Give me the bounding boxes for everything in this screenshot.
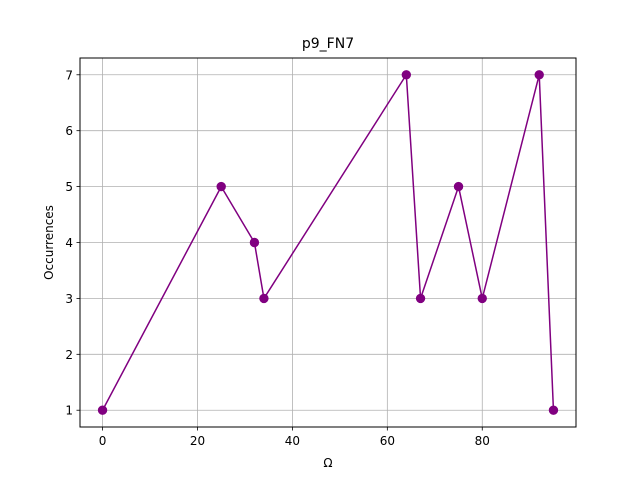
- data-point: [548, 405, 559, 415]
- y-tick-label: 2: [65, 348, 73, 362]
- series-line: [101, 74, 555, 411]
- data-point: [401, 70, 412, 80]
- y-tick-label: 6: [65, 124, 73, 138]
- x-axis-label: Ω: [323, 456, 332, 470]
- y-tick-label: 3: [65, 292, 73, 306]
- chart-title: p9_FN7: [302, 36, 354, 52]
- x-tick-label: 40: [285, 434, 300, 448]
- data-series: [97, 70, 559, 415]
- axis-ticks: 0 20 40 60 80 1 2 3 4 5 6 7: [65, 68, 490, 448]
- x-tick-label: 0: [99, 434, 107, 448]
- x-tick-label: 20: [190, 434, 205, 448]
- y-tick-label: 4: [65, 236, 73, 250]
- data-point: [259, 293, 269, 304]
- data-point: [453, 181, 464, 192]
- data-point: [415, 293, 426, 304]
- data-point: [249, 237, 260, 248]
- y-tick-label: 5: [65, 180, 73, 194]
- x-tick-label: 60: [380, 434, 395, 448]
- y-tick-label: 7: [65, 68, 73, 82]
- grid-lines: [80, 58, 576, 427]
- data-point: [534, 70, 544, 80]
- y-tick-label: 1: [65, 404, 73, 418]
- y-axis-label: Occurrences: [42, 205, 56, 280]
- data-point: [97, 405, 108, 415]
- x-tick-label: 80: [475, 434, 490, 448]
- data-point: [216, 181, 226, 192]
- data-point: [477, 293, 487, 304]
